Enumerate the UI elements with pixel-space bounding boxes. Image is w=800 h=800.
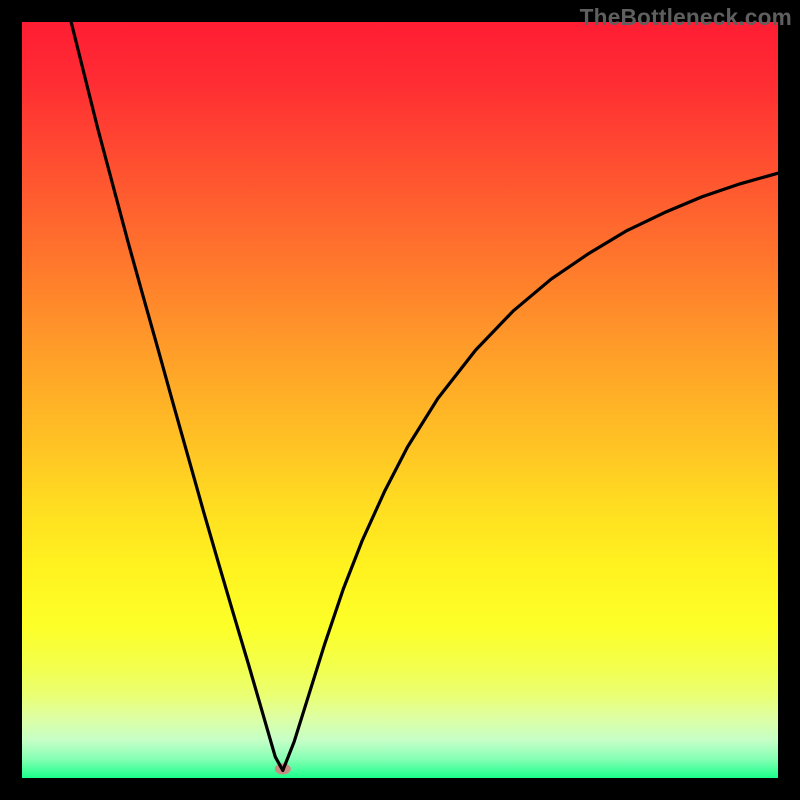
plot-area [22,22,778,778]
gradient-background [22,22,778,778]
chart-container: TheBottleneck.com [0,0,800,800]
watermark-text: TheBottleneck.com [580,4,792,31]
plot-svg [22,22,778,778]
